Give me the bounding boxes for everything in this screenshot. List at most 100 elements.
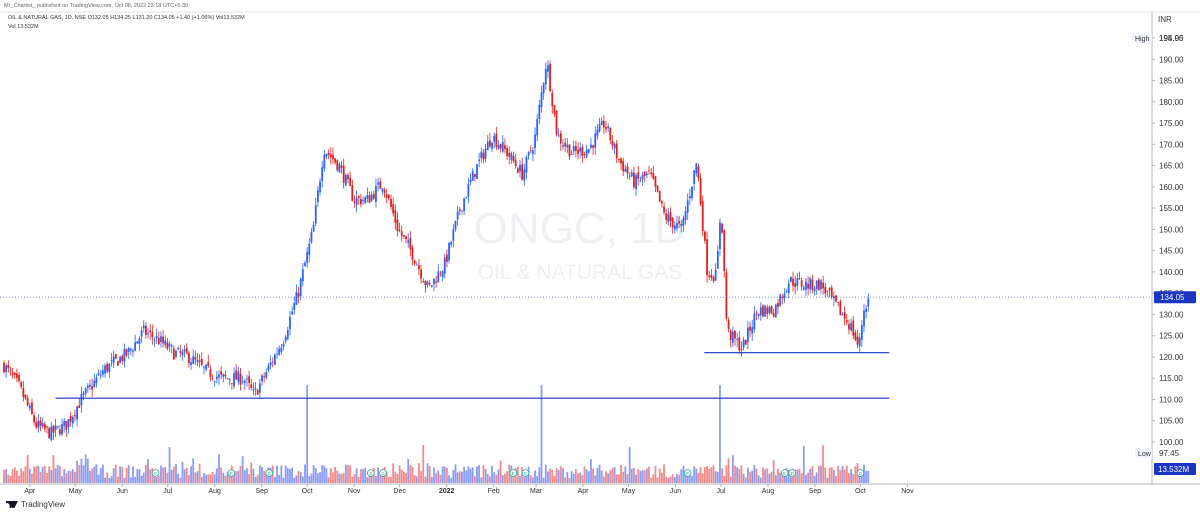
volume-bar (22, 471, 25, 483)
candle-body (117, 361, 119, 366)
candle-body (785, 291, 788, 292)
y-tick-label: 180.00 (1159, 98, 1184, 107)
volume-bar (136, 469, 139, 483)
volume-bar (351, 476, 354, 483)
candle-body (833, 296, 835, 299)
volume-bar (24, 466, 27, 483)
volume-bar (577, 473, 579, 483)
volume-bar (196, 471, 199, 483)
candle-body (325, 154, 328, 157)
candle-body (437, 271, 440, 283)
candle-body (570, 153, 573, 155)
candle-body (86, 385, 89, 389)
candle-body (766, 307, 769, 314)
candle-body (555, 110, 558, 135)
candle-body (7, 365, 10, 369)
candle-body (486, 141, 489, 150)
candle-body (641, 174, 644, 180)
volume-bar (648, 466, 650, 483)
candle-body (740, 348, 743, 350)
candle-body (830, 287, 833, 298)
volume-bar (400, 469, 403, 483)
candle-body (656, 185, 659, 192)
candle-body (469, 179, 472, 183)
volume-bar (639, 470, 642, 483)
candle-body (39, 420, 42, 426)
symbol-ohlc-legend[interactable]: OIL & NATURAL GAS, 1D, NSE O132.05 H134.… (8, 15, 245, 21)
volume-bar (684, 474, 687, 483)
candle-body (422, 281, 425, 283)
candle-body (334, 158, 336, 163)
candle-body (233, 373, 235, 387)
candle-body (824, 286, 827, 294)
candle-body (645, 173, 648, 176)
volume-bar (721, 468, 723, 483)
volume-bar (278, 475, 281, 483)
volume-bar (800, 473, 803, 483)
candle-body (224, 374, 227, 377)
candle-body (858, 337, 861, 347)
candle-body (125, 349, 128, 356)
volume-bar (132, 466, 134, 483)
volume-bar (813, 475, 816, 483)
tradingview-logo[interactable]: TradingView (6, 500, 65, 509)
candle-body (338, 164, 341, 172)
volume-bar (332, 472, 334, 483)
volume-bar (175, 464, 177, 483)
volume-bar (822, 445, 825, 483)
candle-body (600, 120, 603, 125)
candle-body (673, 225, 676, 230)
candle-body (465, 197, 468, 199)
candle-body (138, 338, 141, 345)
candle-body (168, 343, 171, 347)
candle-body (633, 172, 635, 188)
volume-bar (796, 469, 799, 483)
candle-body (28, 405, 31, 409)
tradingview-logo-icon (6, 501, 18, 508)
candle-body (418, 265, 420, 270)
volume-bar (534, 470, 536, 483)
volume-bar (650, 477, 653, 483)
volume-bar (691, 475, 693, 483)
candle-body (301, 269, 304, 282)
volume-bar (129, 477, 132, 483)
volume-bar (512, 471, 515, 483)
candle-body (635, 175, 637, 190)
volume-bar (235, 471, 238, 483)
candle-body (716, 250, 719, 269)
event-marker-icon (780, 469, 789, 477)
candle-body (435, 281, 438, 283)
volume-bar (570, 471, 573, 483)
candle-body (480, 151, 483, 158)
volume-bar (282, 477, 285, 483)
candle-body (575, 145, 577, 151)
volume-bar (155, 477, 158, 483)
candle-body (596, 129, 599, 136)
volume-bar (366, 477, 369, 483)
volume-bar (701, 473, 704, 483)
candle-body (532, 150, 534, 155)
candle-body (650, 172, 653, 175)
volume-bar (80, 458, 83, 483)
volume-bar (712, 465, 715, 483)
volume-bar (413, 475, 416, 483)
volume-bar (50, 470, 53, 483)
volume-legend[interactable]: Vol 13.532M (8, 24, 39, 30)
candle-body (699, 178, 702, 205)
volume-bar (835, 476, 837, 483)
candle-body (493, 135, 496, 142)
candle-body (9, 369, 12, 371)
volume-bar (409, 464, 412, 483)
candle-body (200, 358, 203, 365)
volume-bar (482, 465, 485, 483)
candle-body (482, 152, 485, 160)
candle-body (467, 183, 470, 197)
volume-bar (798, 468, 801, 483)
volume-bar (476, 466, 478, 483)
volume-bar (605, 471, 607, 483)
volume-bar (291, 467, 293, 483)
candle-body (215, 376, 218, 380)
volume-bar (564, 477, 567, 483)
candle-body (764, 305, 766, 317)
